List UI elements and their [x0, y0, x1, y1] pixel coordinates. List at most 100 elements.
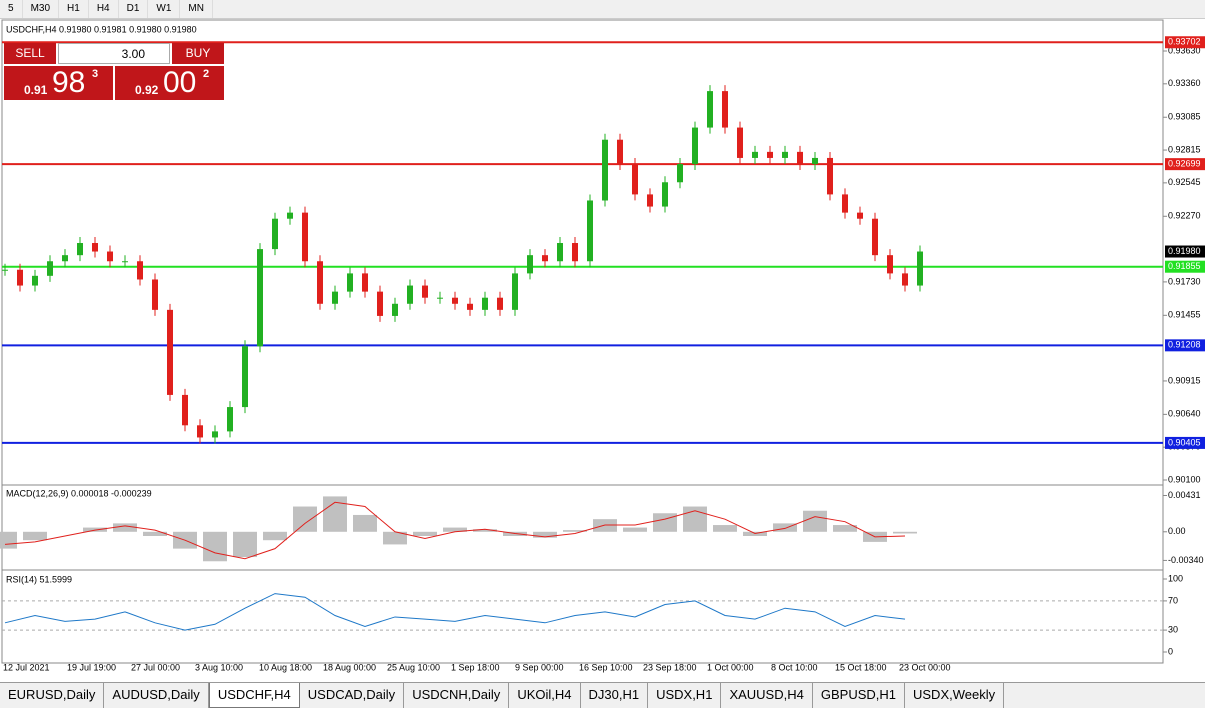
- histogram-bar: [113, 523, 137, 532]
- price-tag-label: 0.90405: [1168, 437, 1201, 447]
- buy-button[interactable]: BUY: [172, 43, 224, 64]
- y-tick-label: 0.00: [1168, 526, 1186, 536]
- y-tick-label: 30: [1168, 624, 1178, 634]
- candle: [557, 243, 563, 262]
- price-tag-label: 0.93702: [1168, 37, 1201, 47]
- candle: [662, 182, 668, 207]
- candle: [812, 157, 818, 165]
- candle: [332, 291, 338, 304]
- x-tick-label: 27 Jul 00:00: [131, 662, 180, 672]
- chart-tab[interactable]: AUDUSD,Daily: [104, 683, 209, 708]
- candle: [737, 127, 743, 158]
- chart-tab[interactable]: EURUSD,Daily: [0, 683, 105, 708]
- candle: [122, 261, 128, 263]
- histogram-bar: [443, 527, 467, 532]
- y-tick-label: 70: [1168, 595, 1178, 605]
- timeframe-button[interactable]: MN: [180, 0, 213, 18]
- candle: [392, 303, 398, 316]
- candle: [242, 346, 248, 408]
- candle: [677, 164, 683, 183]
- candle: [272, 218, 278, 250]
- candle: [647, 194, 653, 207]
- chart-tab[interactable]: USDCHF,H4: [208, 683, 300, 708]
- y-tick-label: 0.91455: [1168, 310, 1201, 320]
- price-main: 00: [163, 66, 197, 99]
- candle: [917, 251, 923, 286]
- candle: [212, 431, 218, 438]
- price-tag: [1165, 36, 1205, 49]
- candle: [257, 249, 263, 347]
- x-tick-label: 1 Oct 00:00: [707, 662, 754, 672]
- histogram-bar: [323, 496, 347, 532]
- sell-price[interactable]: 0.91 98 3: [4, 66, 113, 100]
- candle: [362, 273, 368, 292]
- chart-tab[interactable]: UKOil,H4: [509, 683, 581, 708]
- histogram-bar: [0, 531, 17, 549]
- y-tick-label: 0.92815: [1168, 144, 1201, 154]
- chart-tab[interactable]: DJ30,H1: [581, 683, 649, 708]
- histogram-bar: [473, 529, 497, 532]
- y-tick-label: 0.93085: [1168, 112, 1201, 122]
- candle: [497, 297, 503, 310]
- timeframe-button[interactable]: H1: [59, 0, 89, 18]
- chart-tab[interactable]: USDX,Weekly: [905, 683, 1005, 708]
- chart-header: USDCHF,H4 0.91980 0.91981 0.91980 0.9198…: [6, 24, 197, 34]
- timeframe-button[interactable]: D1: [119, 0, 149, 18]
- histogram-bar: [563, 530, 587, 532]
- chart-tab[interactable]: XAUUSD,H4: [721, 683, 813, 708]
- current-price-tag: [1165, 245, 1205, 258]
- y-tick-label: 0: [1168, 646, 1173, 656]
- timeframe-button[interactable]: W1: [148, 0, 181, 18]
- rsi-line: [4, 593, 906, 631]
- histogram-bar: [623, 527, 647, 532]
- price-tag: [1165, 260, 1205, 273]
- candle: [752, 151, 758, 158]
- candle: [887, 255, 893, 274]
- candle: [902, 273, 908, 286]
- price-tag: [1165, 436, 1205, 449]
- x-tick-label: 25 Aug 10:00: [387, 662, 440, 672]
- candle: [77, 243, 83, 256]
- y-tick-label: 0.93360: [1168, 78, 1201, 88]
- y-tick-label: 0.92545: [1168, 177, 1201, 187]
- chart-tab[interactable]: USDCNH,Daily: [404, 683, 510, 708]
- y-tick-label: 0.90640: [1168, 409, 1201, 419]
- x-tick-label: 23 Sep 18:00: [643, 662, 697, 672]
- candle: [302, 212, 308, 262]
- chart-tab[interactable]: USDX,H1: [648, 683, 722, 708]
- candle: [137, 261, 143, 280]
- timeframe-button[interactable]: M30: [23, 0, 60, 18]
- candle: [152, 279, 158, 310]
- candle: [437, 297, 443, 299]
- lot-input[interactable]: 3.00: [58, 43, 170, 64]
- buy-price[interactable]: 0.92 00 2: [115, 66, 224, 100]
- histogram-bar: [833, 525, 857, 532]
- frame: [1, 19, 1164, 664]
- candle: [92, 243, 98, 252]
- candle: [167, 309, 173, 395]
- timeframe-button[interactable]: H4: [89, 0, 119, 18]
- candle: [527, 255, 533, 274]
- candle: [347, 273, 353, 292]
- candle: [197, 425, 203, 438]
- price-sup: 3: [92, 68, 99, 80]
- candle: [617, 139, 623, 165]
- candle: [692, 127, 698, 165]
- chart-tab[interactable]: USDCAD,Daily: [300, 683, 405, 708]
- chart-tab[interactable]: GBPUSD,H1: [813, 683, 905, 708]
- histogram-bar: [383, 531, 407, 545]
- x-tick-label: 15 Oct 18:00: [835, 662, 887, 672]
- price-big: 0.92: [135, 83, 159, 97]
- sell-button[interactable]: SELL: [4, 43, 56, 64]
- candle: [107, 251, 113, 262]
- histogram-bar: [533, 531, 557, 538]
- histogram-bar: [143, 531, 167, 536]
- histogram-bar: [233, 531, 257, 558]
- timeframe-button[interactable]: 5: [0, 0, 23, 18]
- candle: [587, 200, 593, 262]
- price-tag: [1165, 339, 1205, 352]
- y-tick-label: 0.93630: [1168, 45, 1201, 55]
- histogram-bar: [893, 531, 917, 534]
- candle: [377, 291, 383, 316]
- candle: [572, 243, 578, 262]
